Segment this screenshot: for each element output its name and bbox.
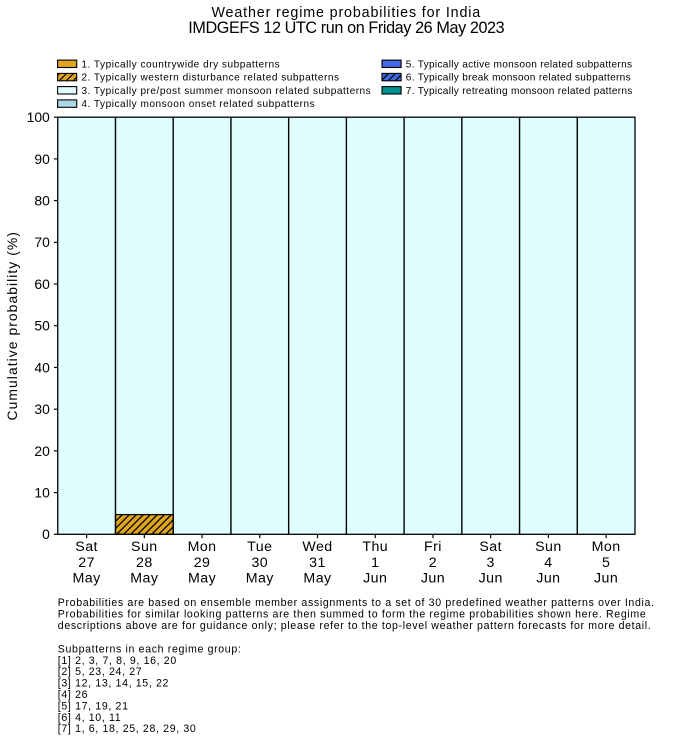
svg-text:[4] 26: [4] 26 [58,689,88,701]
svg-text:5. Typically active monsoon re: 5. Typically active monsoon related subp… [406,59,633,70]
svg-text:80: 80 [34,193,50,209]
svg-text:descriptions above are for gui: descriptions above are for guidance only… [58,620,652,632]
svg-text:50: 50 [34,318,50,334]
svg-text:70: 70 [34,234,50,250]
svg-text:Probabilities for similar look: Probabilities for similar looking patter… [58,609,647,621]
svg-text:6. Typically break monsoon rel: 6. Typically break monsoon related subpa… [406,73,631,84]
svg-text:7. Typically retreating monsoo: 7. Typically retreating monsoon related … [406,86,633,97]
svg-text:[2] 5, 23, 24, 27: [2] 5, 23, 24, 27 [58,666,143,678]
svg-text:60: 60 [34,276,50,292]
svg-text:4. Typically monsoon onset rel: 4. Typically monsoon onset related subpa… [81,99,315,110]
svg-text:10: 10 [34,484,50,500]
svg-text:[6] 4, 10, 11: [6] 4, 10, 11 [58,712,122,724]
svg-text:[1] 2, 3, 7, 8, 9, 16, 20: [1] 2, 3, 7, 8, 9, 16, 20 [58,655,177,667]
svg-text:2. Typically western disturban: 2. Typically western disturbance related… [81,73,339,84]
svg-text:Cumulative probability (%): Cumulative probability (%) [4,231,20,420]
svg-text:1. Typically countrywide dry s: 1. Typically countrywide dry subpatterns [81,59,280,70]
svg-text:100: 100 [27,109,50,125]
svg-text:Probabilities are based on ens: Probabilities are based on ensemble memb… [58,597,655,609]
svg-text:3. Typically pre/post summer m: 3. Typically pre/post summer monsoon rel… [81,86,371,97]
svg-text:90: 90 [34,151,50,167]
svg-text:IMDGEFS 12 UTC run on Friday 2: IMDGEFS 12 UTC run on Friday 26 May 2023 [188,19,504,37]
svg-text:[5] 17, 19, 21: [5] 17, 19, 21 [58,700,129,712]
svg-text:20: 20 [34,443,50,459]
svg-text:Subpatterns in each regime gro: Subpatterns in each regime group: [58,643,242,655]
svg-text:30: 30 [34,401,50,417]
svg-text:40: 40 [34,359,50,375]
svg-text:[3] 12, 13, 14, 15, 22: [3] 12, 13, 14, 15, 22 [58,678,169,690]
svg-text:Weather regime probabilities f: Weather regime probabilities for India [211,5,481,21]
svg-text:[7] 1, 6, 18, 25, 28, 29, 30: [7] 1, 6, 18, 25, 28, 29, 30 [58,723,197,735]
svg-text:0: 0 [42,526,50,542]
